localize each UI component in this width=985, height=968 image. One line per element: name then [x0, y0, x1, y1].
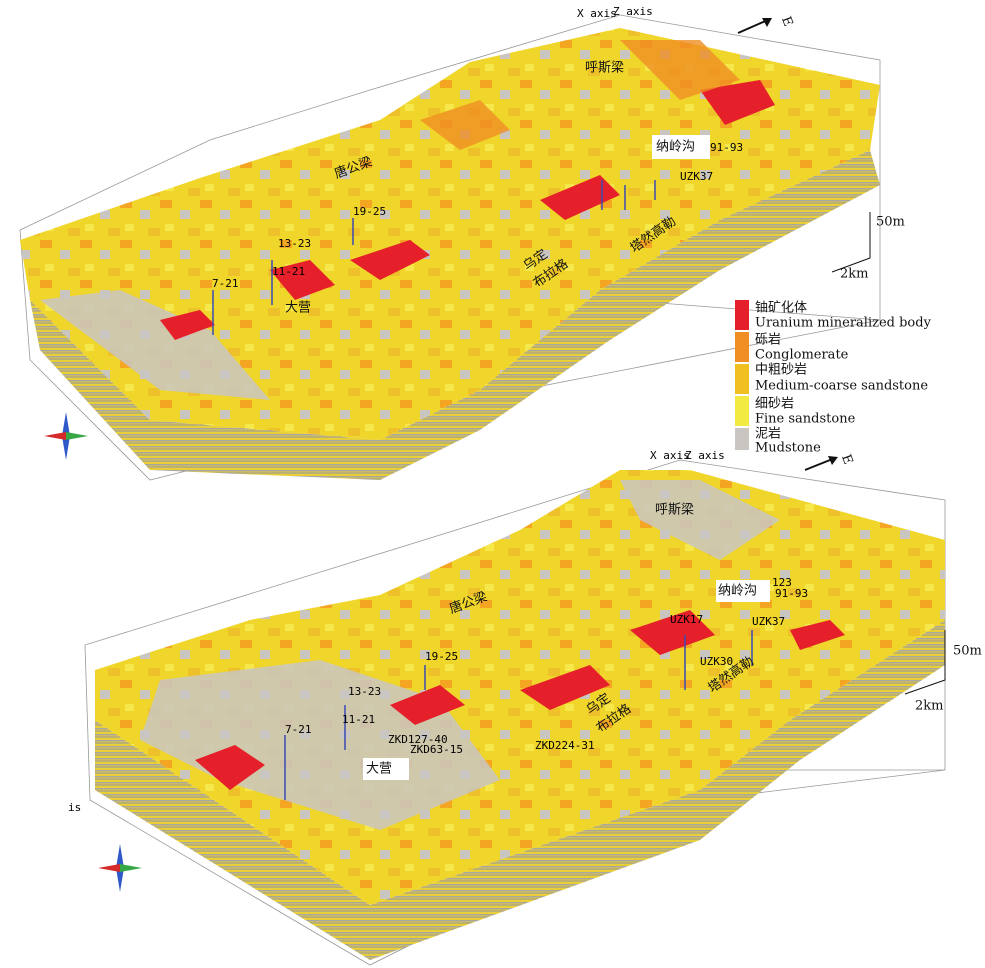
direction: E — [838, 452, 855, 466]
well-label: 7-21 — [285, 723, 312, 736]
compass — [44, 412, 88, 460]
legend-swatch — [735, 332, 749, 362]
scale-label: 50m — [876, 215, 905, 230]
well-label: UZK30 — [700, 655, 733, 668]
legend-text: Conglomerate — [755, 348, 849, 363]
axis-label: Z axis — [685, 449, 725, 462]
well-label: UZK37 — [680, 170, 713, 183]
axis-label: X axis — [650, 449, 690, 462]
place-label: 大营 — [366, 762, 392, 777]
place-label: 纳岭沟 — [656, 140, 695, 155]
axis-label: is — [68, 801, 81, 814]
scale-bar — [832, 212, 870, 272]
direction: E — [778, 14, 795, 28]
place-label: 纳岭沟 — [718, 584, 757, 599]
legend-text: Uranium mineralized body — [755, 316, 932, 331]
legend-text: 泥岩 — [755, 427, 781, 442]
place-label: 呼斯梁 — [655, 503, 694, 518]
well-label: 19-25 — [425, 650, 458, 663]
bottom-model: X axis Z axis E is 呼斯梁 唐公梁 纳岭沟 大营 乌定 布拉格… — [68, 449, 982, 965]
legend-text: 铀矿化体 — [755, 301, 807, 316]
well-label: 13-23 — [278, 237, 311, 250]
well-label: 19-25 — [353, 205, 386, 218]
axis-label: X axis — [577, 7, 617, 20]
legend-swatch — [735, 428, 749, 450]
legend-text: 细砂岩 — [755, 397, 794, 412]
legend-text: 砾岩 — [755, 333, 781, 348]
axis-label: Z axis — [613, 5, 653, 18]
legend-text: Fine sandstone — [755, 412, 856, 427]
well-label: ZKD63-15 — [410, 743, 463, 756]
well-label: UZK37 — [752, 615, 785, 628]
well-label: 13-23 — [348, 685, 381, 698]
scale-label: 2km — [840, 267, 868, 282]
legend-swatch — [735, 364, 749, 394]
well-label: 11-21 — [272, 265, 305, 278]
place-label: 呼斯梁 — [585, 61, 624, 76]
place-label-box: 大营 — [285, 301, 311, 316]
legend-text: Medium-coarse sandstone — [755, 379, 928, 394]
legend: 铀矿化体 Uranium mineralized body 砾岩 Conglom… — [735, 300, 932, 456]
well-label: 91-93 — [775, 587, 808, 600]
figure: X axis Z axis E 呼斯梁 唐公梁 纳岭沟 大营 乌定 布拉格 塔然… — [0, 0, 985, 968]
well-label: 91-93 — [710, 141, 743, 154]
well-label: 11-21 — [342, 713, 375, 726]
well-label: 7-21 — [212, 277, 239, 290]
well-label: UZK17 — [670, 613, 703, 626]
legend-text: Mudstone — [755, 441, 821, 456]
legend-text: 中粗砂岩 — [755, 363, 807, 378]
legend-swatch — [735, 396, 749, 426]
compass — [98, 844, 142, 892]
scale-label: 50m — [953, 644, 982, 659]
well-label: ZKD224-31 — [535, 739, 595, 752]
scale-label: 2km — [915, 699, 943, 714]
legend-swatch — [735, 300, 749, 330]
